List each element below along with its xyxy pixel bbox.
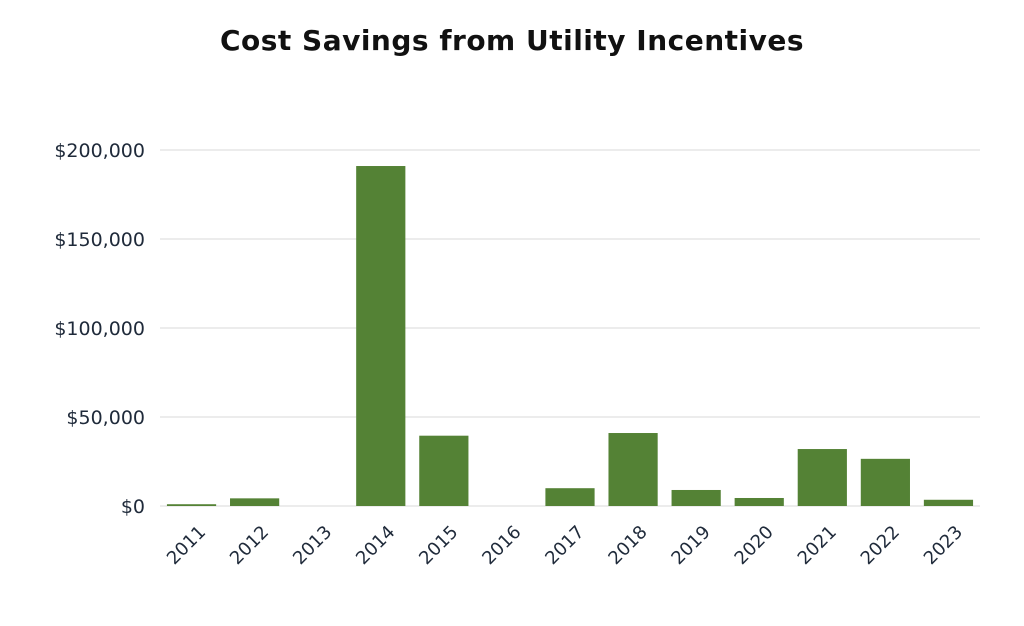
x-tick-label: 2012 (226, 522, 273, 569)
bar-2015 (419, 435, 469, 506)
bars (166, 166, 974, 506)
bar-2019 (671, 489, 721, 506)
x-tick-label: 2023 (920, 522, 967, 569)
x-tick-label: 2018 (604, 522, 651, 569)
chart-title: Cost Savings from Utility Incentives (219, 24, 805, 57)
gridlines (160, 149, 980, 507)
y-tick-label: $50,000 (66, 407, 145, 429)
y-tick-label: $100,000 (54, 318, 145, 340)
x-tick-label: 2011 (163, 522, 210, 569)
x-tick-label: 2017 (541, 522, 588, 569)
x-axis-ticks: 2011 2012 2013 2014 2015 2016 2017 2018 2019 2020… (163, 522, 967, 569)
x-tick-label: 2019 (667, 522, 714, 569)
y-tick-label: $0 (121, 496, 145, 518)
x-tick-label: 2020 (731, 522, 778, 569)
bar-2011 (166, 504, 217, 506)
x-tick-label: 2015 (415, 522, 462, 569)
bar-2012 (230, 498, 280, 506)
x-tick-label: 2022 (857, 522, 904, 569)
y-axis-ticks: $0 $50,000 $100,000 $150,000 $200,000 (54, 140, 145, 518)
bar-2022 (860, 458, 910, 506)
bar-2020 (734, 497, 784, 506)
bar-2023 (923, 499, 974, 506)
bar-2017 (545, 488, 595, 506)
bar-2018 (608, 433, 658, 506)
bar-2021 (797, 449, 847, 506)
x-tick-label: 2013 (289, 522, 336, 569)
x-tick-label: 2014 (352, 522, 399, 569)
y-tick-label: $200,000 (54, 140, 145, 162)
x-tick-label: 2016 (478, 522, 525, 569)
bar-2014 (356, 166, 406, 506)
x-tick-label: 2021 (794, 522, 841, 569)
y-tick-label: $150,000 (54, 229, 145, 251)
